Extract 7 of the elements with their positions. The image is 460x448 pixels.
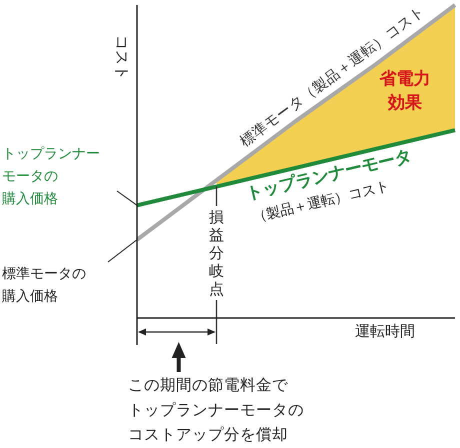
text: トップランナーモータの購入価格 — [2, 146, 100, 207]
annotation: 損益分岐点 — [209, 208, 224, 298]
text: この期間の節電料金でトップランナーモータのコストアップ分を償却 — [128, 376, 304, 444]
y-axis-title: コスト — [113, 35, 131, 80]
x-axis-title: 運転時間 — [355, 322, 415, 340]
series-label: 省電力効果 — [378, 69, 430, 113]
text: 標準モータの購入価格 — [2, 266, 86, 304]
